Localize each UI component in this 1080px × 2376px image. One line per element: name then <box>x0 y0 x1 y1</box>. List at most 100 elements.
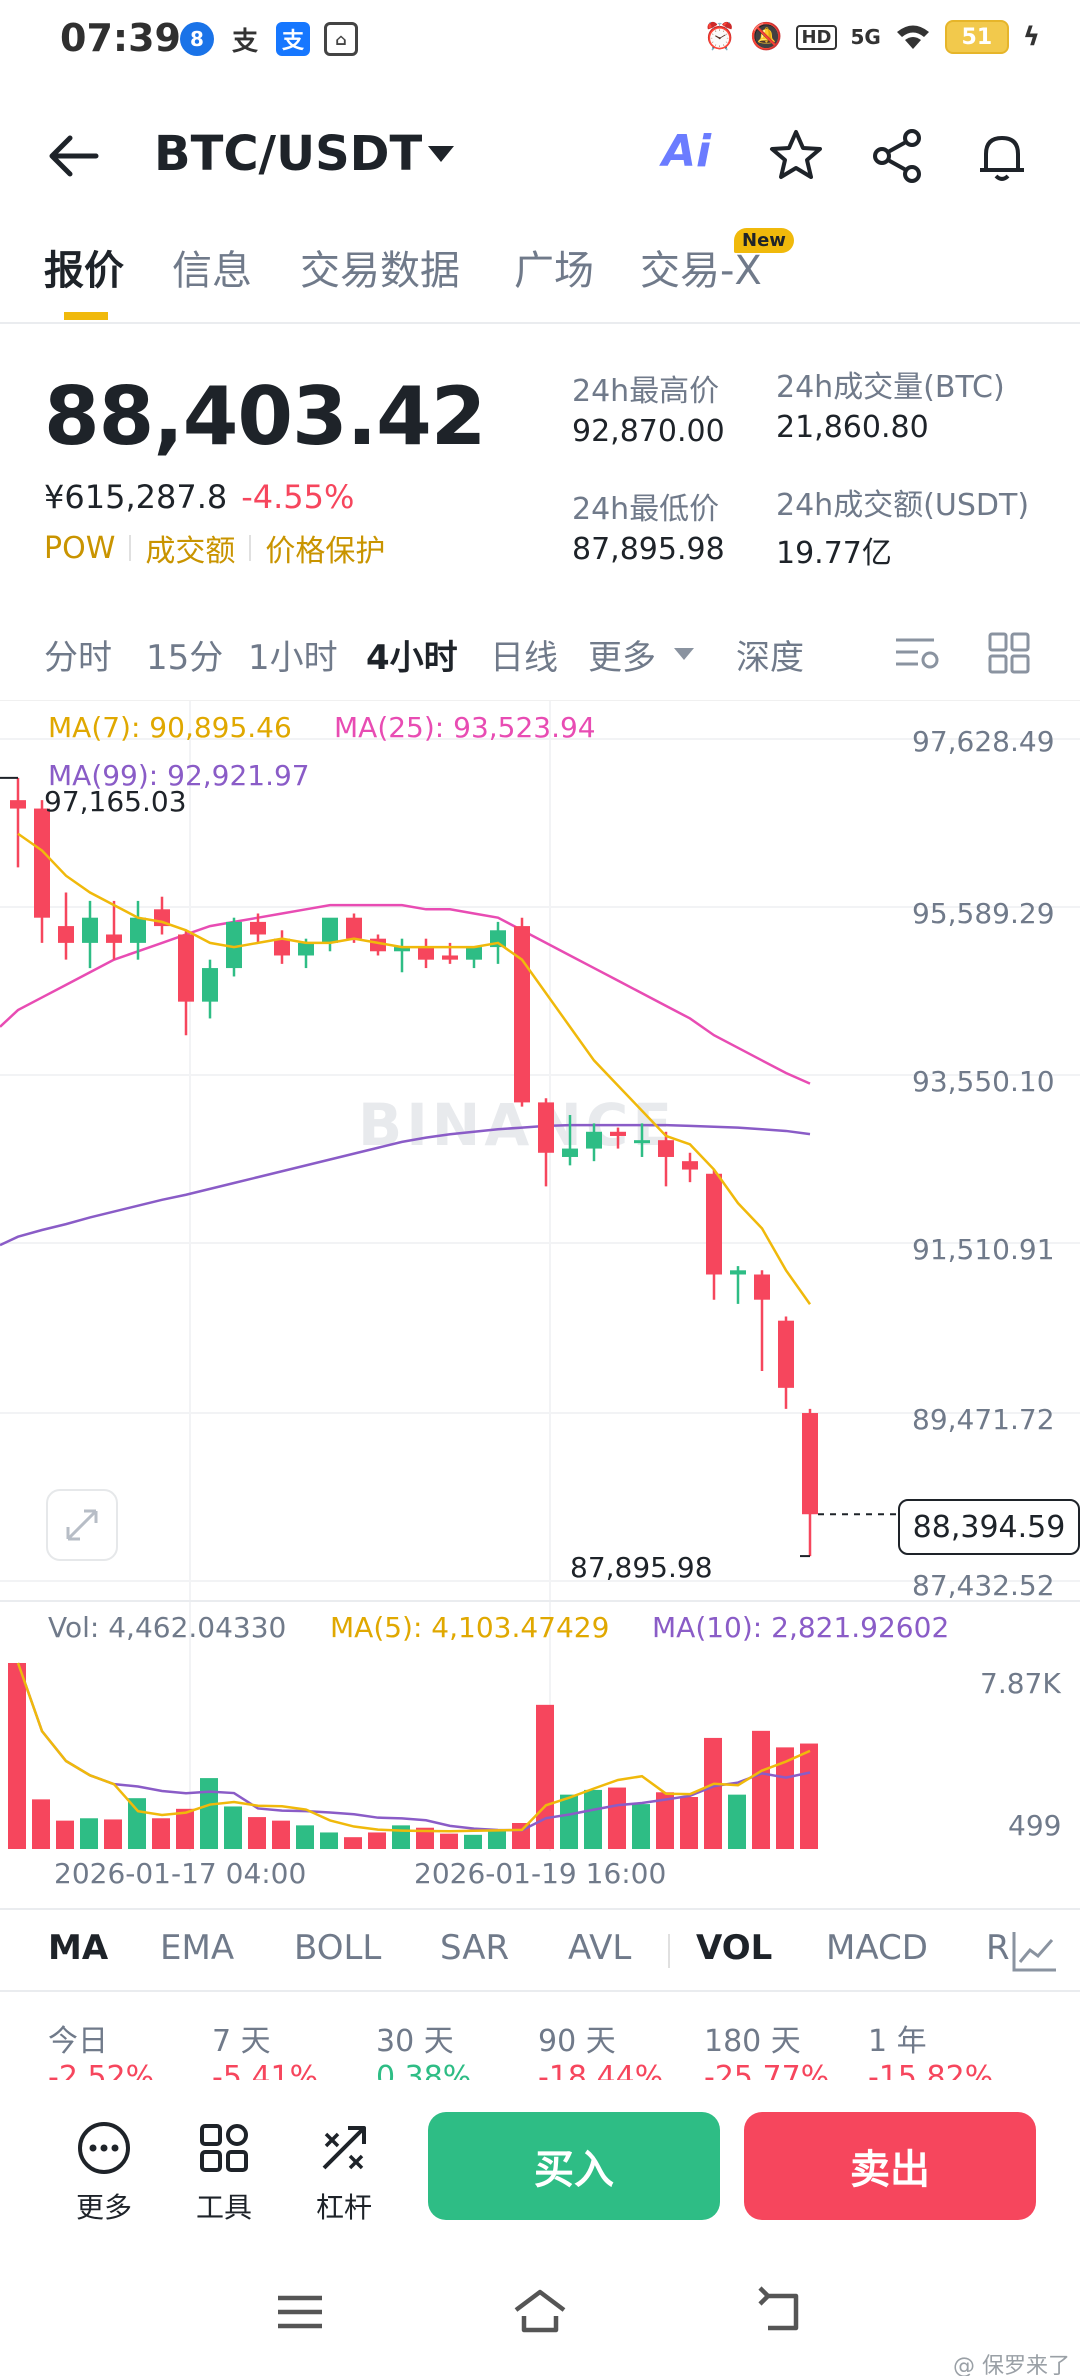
volume-bar <box>536 1704 554 1849</box>
pair-title[interactable]: BTC/USDT <box>154 126 423 182</box>
high-marker-label: 97,165.03 <box>44 785 187 818</box>
more-label: 更多 <box>75 2191 132 2224</box>
candle-body <box>514 926 530 1103</box>
menu-icon[interactable] <box>270 2282 330 2342</box>
volume-bar <box>704 1737 722 1849</box>
indicator-chart-icon[interactable] <box>1010 1928 1060 1974</box>
buy-button[interactable]: 买入 <box>428 2112 720 2220</box>
candle-body <box>34 808 50 918</box>
volume-bar <box>800 1743 818 1849</box>
volume-bar <box>392 1825 410 1849</box>
alarm-icon: ⏰ <box>703 22 737 52</box>
candle-body <box>250 921 266 935</box>
5g-signal-icon: 5G <box>850 25 881 49</box>
indicator-sar[interactable]: SAR <box>440 1928 510 1968</box>
sell-button[interactable]: 卖出 <box>744 2112 1036 2220</box>
volume-bar <box>80 1818 98 1849</box>
candle-body <box>706 1173 722 1275</box>
vol-tick: 7.87K <box>980 1667 1061 1700</box>
tab-trading-data[interactable]: 交易数据 <box>300 248 460 294</box>
ma99-line <box>0 1123 811 1247</box>
interval-more[interactable]: 更多 <box>588 638 656 678</box>
more-dots-icon <box>78 2122 130 2174</box>
back-icon[interactable] <box>44 128 104 184</box>
x-tick: 2026-01-17 04:00 <box>54 1857 307 1890</box>
indicator-ma[interactable]: MA <box>48 1928 109 1968</box>
vol-ma5-legend: MA(5): 4,103.47429 <box>330 1611 610 1644</box>
more-button[interactable]: 更多 <box>64 2120 144 2226</box>
expand-chart-button[interactable] <box>46 1489 118 1561</box>
candle-body <box>418 947 434 960</box>
x-tick: 2026-01-19 16:00 <box>414 1857 667 1890</box>
indicator-rsi[interactable]: R <box>986 1928 1010 1968</box>
kline-canvas[interactable] <box>0 701 1080 1901</box>
bell-icon[interactable] <box>972 126 1032 186</box>
candle-body <box>10 800 26 809</box>
indicator-ema[interactable]: EMA <box>160 1928 235 1968</box>
indicator-macd[interactable]: MACD <box>826 1928 928 1968</box>
candle-body <box>178 934 194 1002</box>
tab-quote[interactable]: 报价 <box>44 248 124 294</box>
volume-bar <box>632 1804 650 1849</box>
chart-settings-icon[interactable] <box>892 630 942 676</box>
chevron-down-icon[interactable] <box>674 648 694 660</box>
tools-button[interactable]: 工具 <box>184 2120 264 2226</box>
vol-tick: 499 <box>1008 1809 1062 1842</box>
tab-info[interactable]: 信息 <box>172 248 252 294</box>
tab-trade-x[interactable]: 交易-X <box>640 248 762 294</box>
interval-15m[interactable]: 15分 <box>146 638 224 678</box>
share-icon[interactable] <box>868 126 928 186</box>
stat-high-label: 24h最高价 <box>572 374 720 409</box>
mute-icon: 🔕 <box>750 22 783 52</box>
perf-value-today: -2.52% <box>48 2060 155 2082</box>
candle-body <box>802 1413 818 1515</box>
candle-body <box>466 947 482 960</box>
tag-turnover[interactable]: 成交额 <box>145 534 236 569</box>
perf-value-1y: -15.82% <box>868 2060 994 2082</box>
stat-vol-usdt-value: 19.77亿 <box>776 536 892 571</box>
indicator-vol[interactable]: VOL <box>696 1928 773 1968</box>
interval-time[interactable]: 分时 <box>44 638 112 678</box>
back-nav-icon[interactable] <box>752 2282 812 2342</box>
status-right-icons: ⏰ 🔕 HD 5G 51 ϟ <box>704 20 1040 54</box>
leverage-button[interactable]: 杠杆 <box>304 2120 384 2226</box>
interval-1h[interactable]: 1小时 <box>248 638 338 678</box>
indicator-bar: MA EMA BOLL SAR AVL VOL MACD R <box>0 1908 1080 1992</box>
volume-bar <box>416 1827 434 1849</box>
candle-body <box>658 1140 674 1157</box>
tag-price-protection[interactable]: 价格保护 <box>265 534 386 569</box>
indicator-avl[interactable]: AVL <box>568 1928 632 1968</box>
expand-icon <box>66 1509 98 1541</box>
interval-4h[interactable]: 4小时 <box>366 638 458 678</box>
volume-bar <box>56 1820 74 1849</box>
perf-label-today: 今日 <box>48 2024 108 2059</box>
candle-body <box>298 942 314 956</box>
candle-body <box>58 926 74 943</box>
volume-bar <box>608 1787 626 1849</box>
volume-bar <box>368 1832 386 1849</box>
y-tick: 87,432.52 <box>912 1569 1055 1602</box>
dropdown-caret-icon[interactable] <box>428 146 454 162</box>
volume-bar <box>152 1818 170 1849</box>
volume-bar <box>680 1797 698 1849</box>
ai-icon[interactable]: Ai <box>662 126 722 186</box>
y-tick: 89,471.72 <box>912 1403 1055 1436</box>
kline-chart[interactable]: BINANCE MA(7): 90,895.46 MA(25): 93,523.… <box>0 700 1080 1900</box>
main-tabs: 报价 信息 交易数据 广场 交易-X New <box>0 228 1080 324</box>
candle-body <box>610 1131 626 1136</box>
tag-divider <box>249 535 252 561</box>
indicator-boll[interactable]: BOLL <box>294 1928 382 1968</box>
volume-bar <box>464 1834 482 1849</box>
tab-square[interactable]: 广场 <box>514 248 594 294</box>
home-icon[interactable] <box>510 2282 570 2342</box>
interval-depth[interactable]: 深度 <box>736 638 804 678</box>
app-icon: ⌂ <box>324 22 358 56</box>
volume-bar <box>584 1789 602 1849</box>
tag-pow[interactable]: POW <box>44 530 116 566</box>
layout-grid-icon[interactable] <box>984 630 1034 676</box>
star-icon[interactable] <box>766 126 826 186</box>
perf-label-180d: 180 天 <box>704 2024 801 2059</box>
charging-icon: ϟ <box>1022 22 1040 52</box>
candle-body <box>442 955 458 960</box>
interval-1d[interactable]: 日线 <box>490 638 558 678</box>
